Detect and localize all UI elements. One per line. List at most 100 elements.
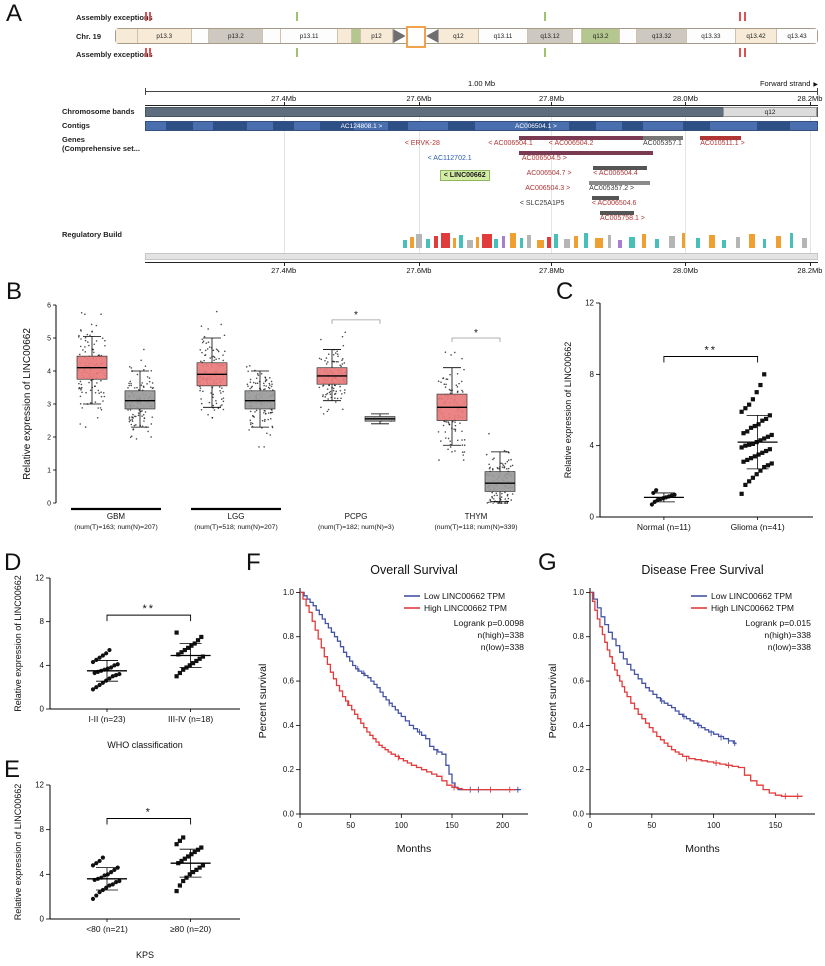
- gene-label-AC006504.6[interactable]: < AC006504.6: [591, 200, 637, 207]
- gene-label-AC006504.1[interactable]: < AC006504.1: [488, 140, 533, 147]
- ideogram-band: [573, 29, 583, 43]
- significance-bracket: [106, 614, 192, 622]
- svg-text:0.6: 0.6: [283, 677, 295, 686]
- gene-bar: [700, 136, 741, 140]
- svg-text:0.0: 0.0: [283, 810, 295, 819]
- gene-label-AC005357.2[interactable]: AC005357.2 >: [589, 185, 635, 192]
- contig-segment: [273, 122, 294, 130]
- regulatory-segment: [695, 238, 700, 248]
- ideogram-band-p13.2: p13.2: [209, 29, 264, 43]
- stat-line: n(high)=338: [477, 630, 524, 640]
- gene-label-AC006504.5[interactable]: AC006504.5 >: [521, 155, 567, 162]
- group-name: THYM: [465, 512, 488, 521]
- regulatory-segment: [618, 240, 623, 248]
- dot-group-2: [170, 835, 211, 894]
- ideogram-band: [405, 26, 427, 48]
- svg-text:150: 150: [769, 821, 783, 830]
- group-label: Normal (n=11): [637, 522, 691, 532]
- legend-label: Low LINC00662 TPM: [711, 591, 792, 601]
- svg-text:12: 12: [35, 574, 44, 583]
- regulatory-segment: [426, 239, 430, 248]
- panel-letter-e: E: [4, 756, 21, 783]
- region-view[interactable]: 1.00 Mb Forward strand ▶ 27.4Mb 27.6Mb 27.8…: [145, 78, 822, 278]
- regulatory-segment: [789, 233, 794, 248]
- contigs-track[interactable]: AC124808.1 > AC006504.1 >: [145, 121, 818, 131]
- ideogram-band-label: p13.2: [228, 32, 244, 40]
- genes-track[interactable]: < ERVK-28 < AC006504.1 < AC006504.2 AC00535…: [145, 135, 818, 228]
- region-gridline: [283, 103, 285, 254]
- chromosome-ideogram[interactable]: p13.3 p13.2 p13.11 p12 q12 q13.11 q13.12 q13.2 q…: [115, 26, 818, 48]
- regulatory-segment: [708, 235, 716, 248]
- regulatory-segment: [459, 235, 464, 248]
- chromosome-label: Chr. 19: [76, 32, 102, 41]
- gene-label-AC006504.3[interactable]: AC006504.3 >: [525, 185, 571, 192]
- box-tumor-GBM: [76, 311, 108, 428]
- legend-label: High LINC00662 TPM: [424, 603, 507, 613]
- ruler-bottom-ticks: [145, 262, 818, 266]
- ruler-tick-label: 28.2Mb: [797, 266, 823, 275]
- stat-line: Logrank p=0.0098: [454, 618, 524, 628]
- gene-label-AC006504.2[interactable]: < AC006504.2: [548, 140, 594, 147]
- chromosome-bands-track[interactable]: q12: [145, 107, 818, 117]
- panel-letter-a: A: [6, 0, 23, 27]
- scale-length-label: 1.00 Mb: [467, 79, 496, 88]
- gene-label-SLC25A1P5[interactable]: < SLC25A1P5: [519, 200, 565, 207]
- regulatory-build-track[interactable]: [145, 228, 818, 250]
- ideogram-band-label: q13.43: [787, 32, 807, 40]
- ideogram-band-p12: p12: [360, 29, 394, 43]
- box-tumor-LGG: [196, 310, 228, 419]
- gene-label-ERVK-28[interactable]: < ERVK-28: [404, 140, 440, 147]
- ruler-tick-label: 27.6Mb: [406, 266, 432, 275]
- track-label-contigs: Contigs: [62, 121, 90, 130]
- track-label-genes: Genes: [62, 135, 85, 144]
- svg-text:8: 8: [40, 617, 45, 626]
- stat-line: Logrank p=0.015: [746, 618, 812, 628]
- ruler-tick-label: 27.4Mb: [271, 266, 297, 275]
- gene-label-AC005758.1[interactable]: AC005758.1 >: [599, 215, 645, 222]
- contig-segment: [568, 122, 596, 130]
- ideogram-band-label: q13.12: [540, 32, 560, 40]
- significance-bracket: [106, 818, 192, 825]
- regulatory-segment: [762, 239, 767, 248]
- km-disease-free-survival: Disease Free Survival 0.0 0.2 0.4 0.6 0.8 1.0 0…: [547, 563, 815, 855]
- svg-text:2: 2: [47, 435, 51, 442]
- regulatory-segment: [547, 237, 551, 248]
- ruler-tick: [418, 262, 420, 266]
- dot-group-1: [87, 855, 127, 901]
- gene-label-AC005357.1[interactable]: AC005357.1: [643, 140, 682, 147]
- forward-strand-arrow-icon: ▶: [813, 82, 818, 88]
- ideogram-band-label: q13.33: [701, 32, 721, 40]
- gene-label-AC010511.1[interactable]: AC010511.1 >: [700, 140, 745, 147]
- track-label-regulatory-build: Regulatory Build: [62, 230, 123, 239]
- ideogram-band-label: q13.2: [592, 32, 609, 40]
- regulatory-segment: [682, 233, 686, 248]
- regulatory-segment: [519, 238, 524, 248]
- km-curve-high: [300, 591, 516, 793]
- svg-text:12: 12: [35, 781, 44, 790]
- gene-label-AC112702.1[interactable]: < AC112702.1: [427, 155, 472, 162]
- ruler-tick-label: 28.0Mb: [672, 266, 698, 275]
- svg-text:0: 0: [47, 501, 51, 508]
- svg-text:0: 0: [40, 705, 45, 714]
- ideogram-band: [338, 29, 352, 43]
- svg-text:0: 0: [40, 915, 45, 924]
- group-label: III-IV (n=18): [168, 714, 213, 724]
- regulatory-segment: [501, 236, 506, 248]
- gene-bar: [518, 151, 654, 155]
- ruler-tick-label: 27.6Mb: [406, 94, 432, 103]
- assembly-exception-mark: [149, 48, 152, 57]
- svg-text:0.4: 0.4: [283, 721, 295, 730]
- gene-label-AC006504.4[interactable]: < AC006504.4: [593, 170, 638, 177]
- ideogram-band: [351, 29, 361, 43]
- forward-strand-text: Forward strand: [759, 79, 811, 88]
- regulatory-segment: [628, 237, 635, 248]
- svg-text:50: 50: [346, 821, 355, 830]
- regulatory-segment: [452, 238, 456, 248]
- dot-group-2: [170, 630, 211, 679]
- contig-segment: [682, 122, 710, 130]
- assembly-exceptions-track-top: [115, 11, 818, 23]
- gene-label-AC006504.7[interactable]: AC006504.7 >: [526, 170, 572, 177]
- gene-label-LINC00662[interactable]: < LINC00662: [439, 170, 490, 181]
- svg-text:12: 12: [585, 299, 594, 308]
- assembly-exception-mark: [744, 48, 747, 57]
